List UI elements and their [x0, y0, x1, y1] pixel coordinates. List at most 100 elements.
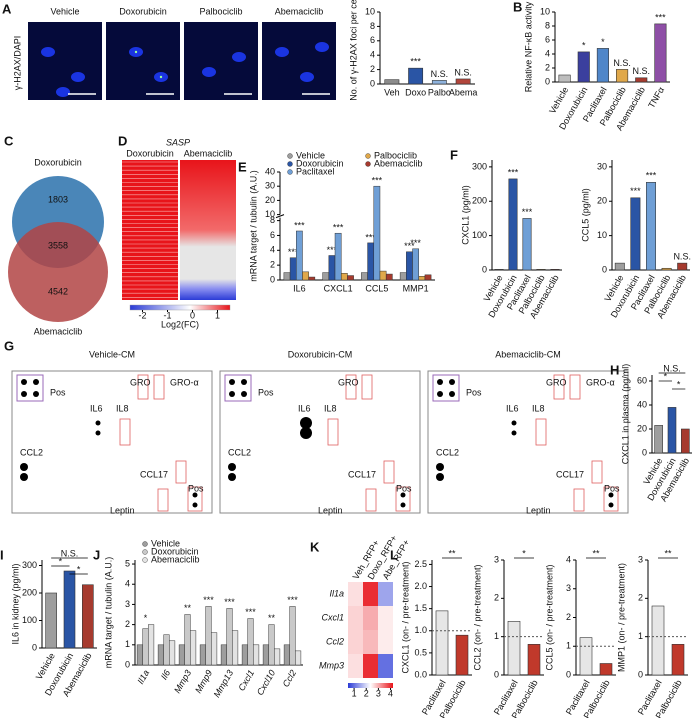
y-tick-label: 0: [370, 78, 375, 88]
significance: ***: [410, 238, 421, 248]
bar: [536, 269, 546, 271]
spot: [33, 379, 39, 385]
panel-letter: H: [610, 362, 619, 377]
significance: ***: [365, 232, 376, 242]
bar: [308, 276, 316, 281]
significance: ***: [630, 186, 641, 196]
bar: [681, 428, 690, 454]
legend-marker: [365, 161, 371, 167]
spot: [241, 391, 247, 397]
y-axis-label: MMP1 (on- / pre-treatment): [616, 563, 626, 672]
spot-frame: [553, 374, 565, 400]
bar: [424, 274, 432, 281]
bar: [654, 23, 667, 83]
y-tick-label: 0: [482, 264, 487, 274]
spot: [192, 492, 198, 498]
spot: [229, 379, 235, 385]
significance: **: [268, 613, 276, 623]
y-tick-label: 100: [22, 615, 37, 625]
bar: [142, 628, 149, 666]
legend-label: Doxorubicin: [151, 546, 199, 556]
y-tick-label: 8: [270, 215, 275, 225]
spot: [511, 420, 517, 426]
spot-label: CCL17: [556, 469, 584, 479]
legend-label: Abemaciclib: [374, 158, 423, 168]
colorbar-tick-label: 0: [190, 310, 195, 320]
significance: N.S.: [673, 252, 691, 262]
y-tick-label: 0: [638, 669, 643, 679]
y-axis-label: CXCL1 (pg/ml): [460, 185, 470, 245]
bar: [302, 271, 309, 281]
bar: [494, 269, 504, 271]
nucleus: [202, 67, 216, 77]
x-tick-label: Mmp13: [212, 668, 236, 699]
y-tick-label: 0: [602, 264, 607, 274]
spot: [228, 463, 236, 471]
heatmap-cell: [363, 630, 378, 654]
significance: ***: [294, 220, 305, 230]
set-count: 4542: [48, 286, 68, 296]
panel-letter: D: [118, 133, 127, 148]
significance: *: [144, 613, 148, 623]
bar: [412, 248, 419, 281]
bar: [190, 630, 197, 666]
bar: [283, 644, 290, 666]
bar: [671, 644, 685, 676]
y-tick-label: 40: [637, 399, 647, 409]
spot-label: IL6: [298, 403, 311, 413]
legend-marker: [287, 161, 293, 167]
bar: [455, 634, 469, 676]
bar: [435, 610, 449, 676]
bar: [268, 624, 275, 666]
legend-marker: [142, 557, 148, 563]
spot-label: Pos: [50, 387, 66, 397]
spot-frame: [137, 374, 149, 400]
spot: [400, 492, 406, 498]
bar: [616, 69, 629, 83]
bar: [558, 74, 571, 83]
foci: [159, 75, 163, 79]
y-axis-label: IL6 in kidney (pg/ml): [10, 563, 20, 644]
y-axis-label: CXCL1 in plasma (pg/ml): [620, 364, 630, 465]
spot: [21, 391, 27, 397]
legend-marker: [365, 153, 371, 159]
y-tick-label: 30: [597, 161, 607, 171]
set-label: Doxorubicin: [34, 157, 82, 167]
spot-label: Pos: [396, 483, 412, 493]
y-tick-label: 1: [494, 631, 499, 641]
array-title: Doxorubicin-CM: [288, 349, 353, 359]
bar: [399, 272, 407, 281]
spot-frame: [383, 460, 395, 484]
array-frame: [11, 370, 213, 514]
set-label: Abemaciclib: [34, 326, 83, 336]
x-tick-label: Cxcl1: [236, 668, 256, 692]
x-tick-label: MMP1: [403, 283, 429, 293]
panel-letter: F: [450, 147, 458, 162]
bar: [178, 644, 185, 666]
x-tick-label: Ccl2: [281, 668, 299, 689]
bar: [418, 276, 426, 281]
significance: ***: [245, 607, 256, 617]
comparison-label: N.S.: [61, 548, 79, 558]
spot: [400, 502, 406, 508]
legend-marker: [287, 169, 293, 175]
bar: [661, 267, 672, 271]
y-tick-label: 0: [494, 669, 499, 679]
heatmap-cell: [348, 654, 363, 678]
spot: [95, 430, 101, 436]
column-label: Abemaciclib: [184, 148, 233, 158]
legend-marker: [142, 549, 148, 555]
heatmap-cell: [378, 606, 393, 630]
panel-letter: J: [93, 547, 100, 562]
spot-label: GRO-α: [170, 377, 199, 387]
spot-label: CCL17: [348, 469, 376, 479]
y-tick-label: 200: [472, 196, 487, 206]
x-tick-label: Palbo: [428, 87, 451, 97]
significance: ***: [327, 245, 338, 255]
y-axis-label: No. of γ-H2AX foci per cell: [348, 0, 358, 101]
spot-frame: [573, 488, 585, 512]
comparison-label: *: [664, 371, 668, 381]
y-tick-label: 4: [370, 50, 375, 60]
significance: N.S.: [632, 66, 650, 76]
x-tick-label: Cxcl10: [255, 668, 277, 697]
